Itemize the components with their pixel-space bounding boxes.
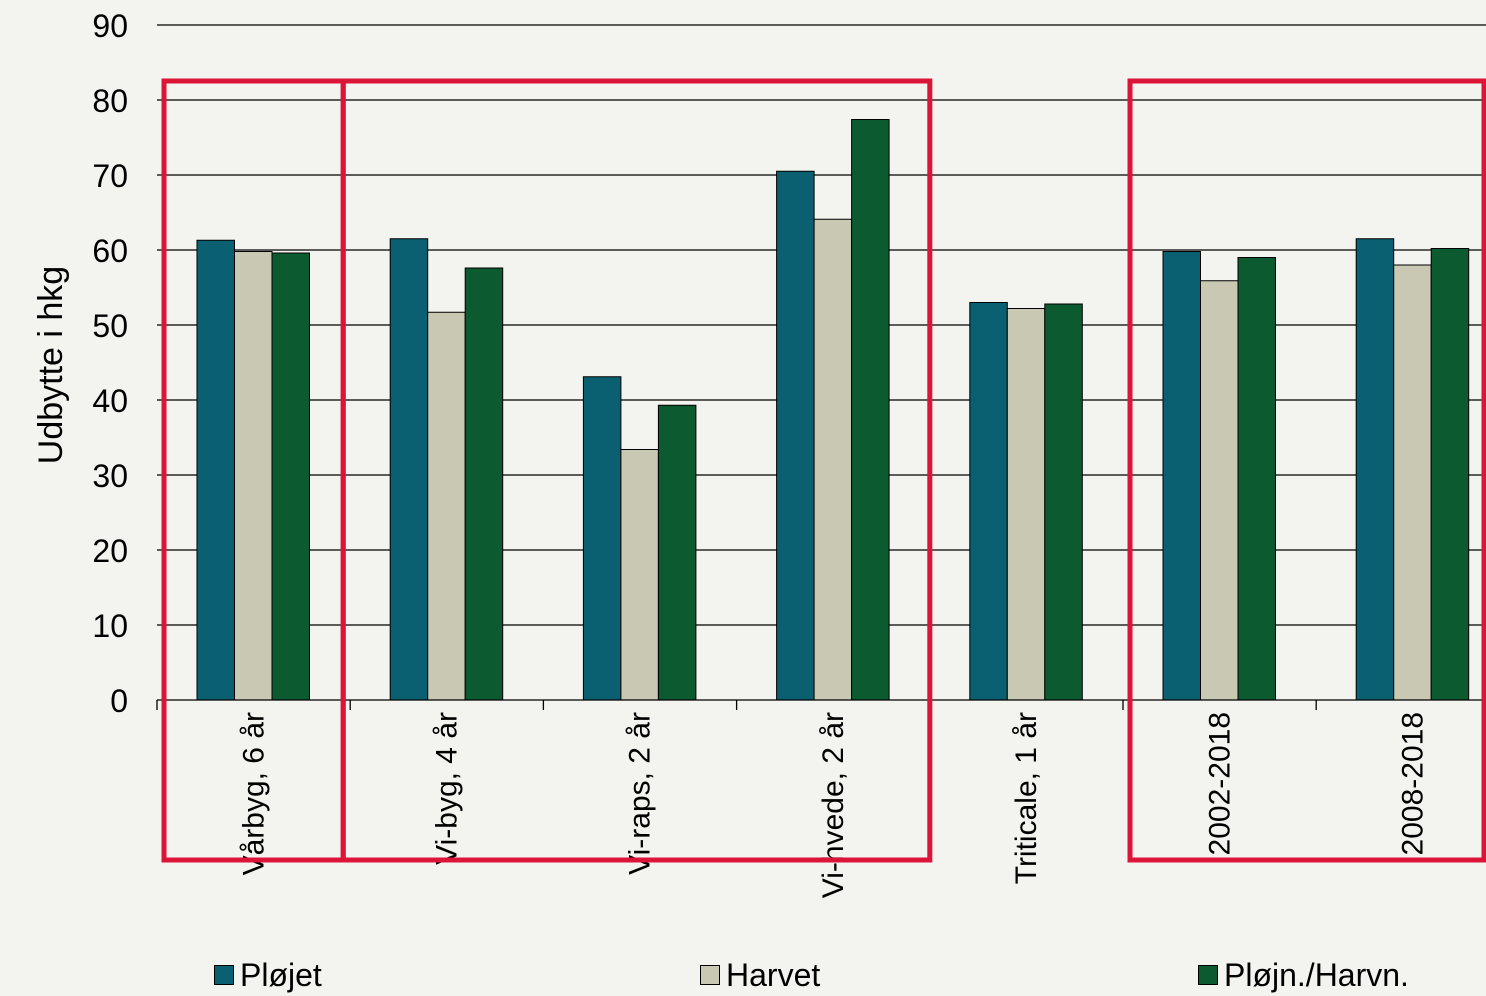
bar-harvet-4 xyxy=(1006,308,1046,701)
legend-label-plojet: Pløjet xyxy=(240,956,322,993)
bar-plojet-6 xyxy=(1355,238,1395,701)
legend-swatch-harvet xyxy=(700,965,720,985)
y-tick-label: 80 xyxy=(92,83,128,119)
x-tick-label: 2002-2018 xyxy=(1203,712,1236,855)
y-tick-label: 70 xyxy=(92,158,128,194)
highlight-box-2 xyxy=(1127,78,1486,863)
x-tick-label: Triticale, 1 år xyxy=(1010,712,1043,884)
x-tick-label: Vi-hvede, 2 år xyxy=(817,712,850,898)
x-tick-label: Vi-raps, 2 år xyxy=(624,712,657,875)
legend-label-plojn-harvn: Pløjn./Harvn. xyxy=(1224,956,1409,993)
bar-plojn-harvn-4 xyxy=(1044,303,1083,701)
bar-harvet-1 xyxy=(427,311,466,701)
bar-plojet-2 xyxy=(582,376,622,701)
x-tick-labels: Vårbyg, 6 år Vi-byg, 4 år Vi-raps, 2 år Vi-… xyxy=(237,712,1429,898)
bar-plojet-5 xyxy=(1162,251,1201,701)
bar-plojn-harvn-6 xyxy=(1430,248,1470,701)
legend-item-plojet: Pløjet xyxy=(214,955,322,995)
y-tick-label: 90 xyxy=(92,8,128,44)
bar-harvet-6 xyxy=(1393,264,1432,701)
bar-plojn-harvn-3 xyxy=(851,119,890,701)
y-tick-labels: 0 10 20 30 40 50 60 70 80 90 xyxy=(92,8,128,719)
highlight-box-1 xyxy=(340,78,933,863)
bar-plojn-harvn-1 xyxy=(464,267,504,701)
bar-harvet-2 xyxy=(620,449,659,701)
bars xyxy=(196,119,1470,701)
x-tick-label: Vårbyg, 6 år xyxy=(237,712,270,875)
bar-plojet-1 xyxy=(389,238,429,701)
bar-harvet-3 xyxy=(813,218,853,701)
x-tick-label: Vi-byg, 4 år xyxy=(430,712,463,865)
bar-harvet-5 xyxy=(1200,280,1239,701)
bar-plojet-3 xyxy=(776,170,815,701)
y-tick-label: 60 xyxy=(92,233,128,269)
highlight-boxes xyxy=(161,78,1486,863)
y-tick-label: 20 xyxy=(92,533,128,569)
y-tick-label: 40 xyxy=(92,383,128,419)
y-tick-label: 30 xyxy=(92,458,128,494)
bar-harvet-0 xyxy=(234,251,273,701)
x-tick-label: 2008-2018 xyxy=(1396,712,1429,855)
y-tick-label: 10 xyxy=(92,608,128,644)
legend-swatch-plojn-harvn xyxy=(1198,965,1218,985)
legend-item-harvet: Harvet xyxy=(700,955,820,995)
legend-item-plojn-harvn: Pløjn./Harvn. xyxy=(1198,955,1409,995)
axes xyxy=(156,699,1486,710)
bar-plojn-harvn-2 xyxy=(657,404,697,701)
bar-plojn-harvn-5 xyxy=(1237,257,1276,701)
bar-plojet-4 xyxy=(969,302,1008,701)
y-tick-label: 0 xyxy=(110,683,128,719)
y-axis-label: Udbytte i hkg xyxy=(32,266,70,464)
legend-swatch-plojet xyxy=(214,965,234,985)
y-tick-label: 50 xyxy=(92,308,128,344)
legend-label-harvet: Harvet xyxy=(726,956,821,993)
bar-plojet-0 xyxy=(196,239,235,701)
bar-plojn-harvn-0 xyxy=(271,252,310,701)
